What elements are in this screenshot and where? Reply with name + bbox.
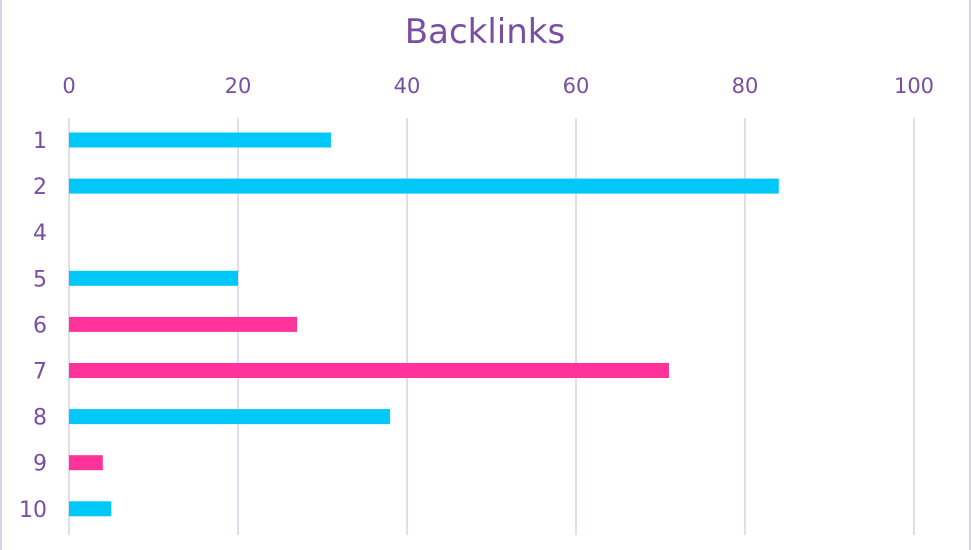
- bar-8: [69, 409, 391, 425]
- bar-2: [69, 178, 779, 194]
- x-tick-label: 0: [62, 74, 75, 98]
- category-label: 1: [33, 129, 47, 154]
- category-label: 5: [33, 267, 47, 292]
- category-label: 7: [33, 360, 47, 385]
- x-tick-label: 80: [732, 74, 759, 98]
- category-label: 10: [19, 498, 47, 523]
- bar-9: [69, 455, 103, 471]
- bars: [69, 132, 779, 517]
- category-label: 2: [33, 175, 47, 200]
- bar-6: [69, 316, 298, 332]
- bar-10: [69, 501, 112, 517]
- x-tick-label: 20: [225, 74, 252, 98]
- bar-7: [69, 363, 669, 378]
- category-label: 8: [33, 406, 47, 431]
- bar-1: [69, 132, 331, 148]
- x-tick-label: 100: [894, 74, 934, 98]
- category-label: 4: [33, 221, 47, 246]
- x-axis-ticks: 0 20 40 60 80 100: [62, 74, 934, 98]
- category-label: 6: [33, 313, 47, 338]
- y-axis-categories: 1 2 4 5 6 7 8 9 10: [19, 129, 47, 523]
- chart-title: Backlinks: [405, 12, 565, 52]
- x-tick-label: 40: [394, 74, 421, 98]
- bar-5: [69, 270, 238, 286]
- category-label: 9: [33, 452, 47, 477]
- x-tick-label: 60: [563, 74, 590, 98]
